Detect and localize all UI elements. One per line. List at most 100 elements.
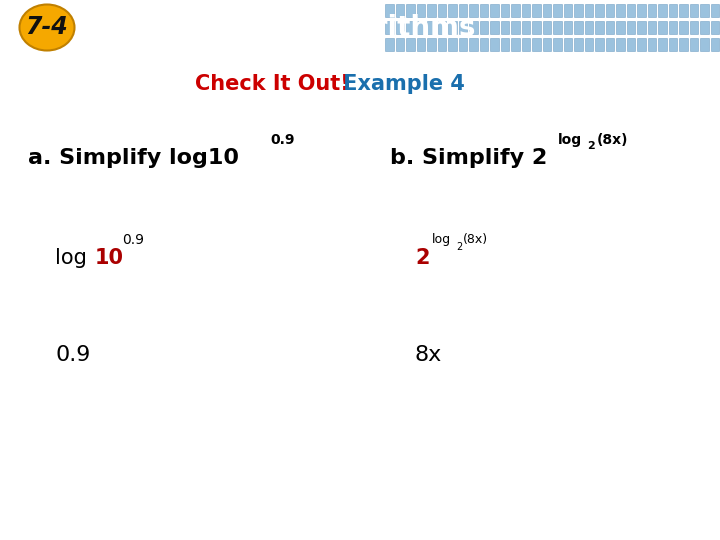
Bar [606, 21, 614, 34]
Bar [564, 38, 572, 51]
Bar [500, 38, 509, 51]
Bar [647, 21, 656, 34]
Bar [595, 38, 603, 51]
Bar [448, 4, 456, 17]
Bar [416, 38, 425, 51]
Bar [690, 38, 698, 51]
Text: log: log [432, 233, 451, 246]
Bar [511, 4, 520, 17]
Bar [658, 21, 667, 34]
Bar [480, 38, 488, 51]
Bar [542, 21, 551, 34]
Text: (8x): (8x) [597, 133, 629, 147]
Bar [668, 38, 677, 51]
Bar [637, 21, 646, 34]
Bar [595, 4, 603, 17]
Text: 10: 10 [95, 248, 124, 268]
Bar [574, 4, 582, 17]
Bar [385, 21, 394, 34]
Bar [637, 38, 646, 51]
Bar [647, 4, 656, 17]
Bar [438, 4, 446, 17]
Bar [511, 38, 520, 51]
Bar [637, 4, 646, 17]
Bar [395, 21, 404, 34]
Bar [626, 38, 635, 51]
Text: log: log [55, 248, 94, 268]
Text: 7-4: 7-4 [26, 16, 68, 39]
Bar [711, 21, 719, 34]
Bar [532, 21, 541, 34]
Bar [395, 38, 404, 51]
Bar [542, 4, 551, 17]
Bar [490, 38, 498, 51]
Bar [700, 4, 708, 17]
Bar [406, 21, 415, 34]
Text: b. Simplify 2: b. Simplify 2 [390, 148, 547, 168]
Text: 0.9: 0.9 [55, 345, 91, 365]
Bar [490, 21, 498, 34]
Bar [668, 4, 677, 17]
Bar [459, 21, 467, 34]
Bar [711, 4, 719, 17]
Bar [616, 38, 624, 51]
Bar [606, 4, 614, 17]
Bar [700, 38, 708, 51]
Bar [658, 4, 667, 17]
Text: 8x: 8x [415, 345, 442, 365]
Bar [469, 21, 477, 34]
Bar [595, 21, 603, 34]
Bar [521, 4, 530, 17]
Text: 0.9: 0.9 [122, 233, 144, 247]
Bar [679, 38, 688, 51]
Bar [469, 38, 477, 51]
Text: Example 4: Example 4 [336, 74, 465, 94]
Bar [585, 21, 593, 34]
Bar [416, 21, 425, 34]
Bar [438, 21, 446, 34]
Bar [647, 38, 656, 51]
Text: Properties of Logarithms: Properties of Logarithms [84, 14, 475, 42]
Text: log: log [558, 133, 582, 147]
Bar [542, 38, 551, 51]
Text: 2: 2 [587, 141, 595, 151]
Bar [616, 21, 624, 34]
Bar [416, 4, 425, 17]
Bar [406, 38, 415, 51]
Bar [480, 4, 488, 17]
Bar [469, 4, 477, 17]
Bar [406, 4, 415, 17]
Bar [500, 4, 509, 17]
Bar [679, 4, 688, 17]
Bar [480, 21, 488, 34]
Bar [459, 4, 467, 17]
Bar [564, 21, 572, 34]
Bar [532, 4, 541, 17]
Bar [448, 38, 456, 51]
Text: 2: 2 [456, 242, 462, 252]
Bar [427, 38, 436, 51]
Bar [385, 38, 394, 51]
Bar [711, 38, 719, 51]
Text: 2: 2 [415, 248, 430, 268]
Text: Check It Out!: Check It Out! [195, 74, 350, 94]
Bar [553, 4, 562, 17]
Bar [459, 38, 467, 51]
Bar [658, 38, 667, 51]
Bar [564, 4, 572, 17]
Bar [521, 38, 530, 51]
Bar [626, 4, 635, 17]
Bar [500, 21, 509, 34]
Bar [521, 21, 530, 34]
Bar [700, 21, 708, 34]
Bar [490, 4, 498, 17]
Bar [679, 21, 688, 34]
Bar [427, 4, 436, 17]
Bar [574, 38, 582, 51]
Bar [553, 38, 562, 51]
Text: a. Simplify log10: a. Simplify log10 [28, 148, 239, 168]
Text: (8x): (8x) [463, 233, 488, 246]
Bar [438, 38, 446, 51]
Bar [690, 4, 698, 17]
Bar [574, 21, 582, 34]
